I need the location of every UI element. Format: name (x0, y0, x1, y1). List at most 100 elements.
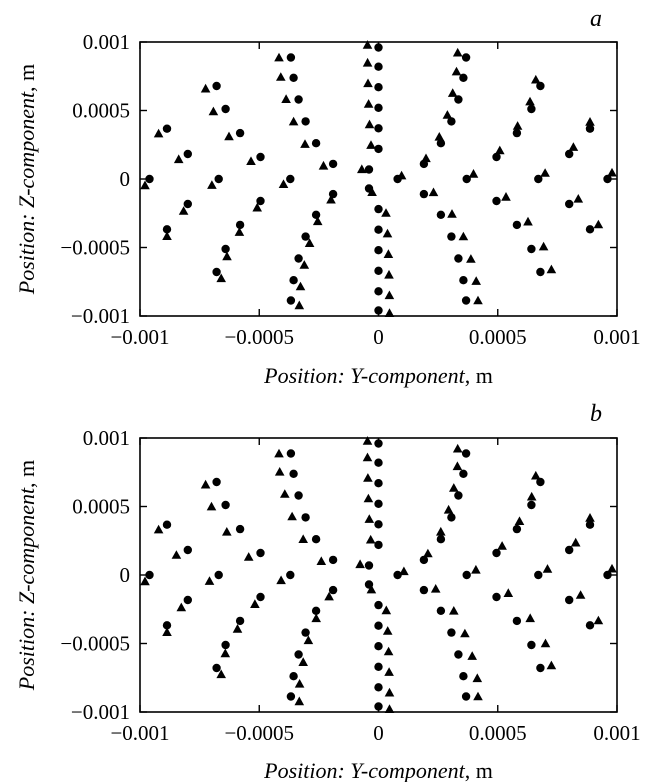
y-tick-label: 0.0005 (72, 495, 130, 519)
circle-point (459, 672, 468, 681)
triangle-point (246, 156, 256, 165)
circle-point (492, 592, 501, 602)
triangle-point (363, 493, 374, 503)
circle-point (286, 570, 295, 580)
circle-point (374, 124, 383, 133)
circle-point (462, 570, 471, 580)
scatter-points (140, 436, 617, 713)
circle-point (459, 276, 468, 285)
x-axis-label-text: Position: Y-component (263, 758, 466, 782)
x-tick-label: 0.0005 (469, 721, 527, 745)
triangle-point (298, 534, 308, 543)
circle-point (419, 555, 429, 565)
circle-point (374, 287, 383, 296)
triangle-point (458, 231, 469, 241)
triangle-point (443, 504, 454, 514)
circle-point (221, 500, 230, 510)
circle-point (289, 672, 298, 681)
circle-point (289, 73, 298, 83)
circle-point (459, 469, 468, 478)
triangle-point (222, 251, 232, 261)
circle-point (294, 95, 303, 104)
triangle-point (311, 613, 321, 623)
circle-point (221, 244, 230, 254)
circle-point (512, 524, 522, 534)
y-tick-label: 0.001 (83, 30, 130, 54)
triangle-point (153, 128, 164, 138)
x-tick-label: 0.0005 (469, 325, 527, 349)
circle-point (461, 692, 471, 701)
circle-point (311, 535, 321, 544)
triangle-point (512, 121, 523, 130)
circle-point (512, 128, 522, 138)
y-tick-label: 0 (120, 563, 131, 587)
triangle-point (384, 704, 395, 713)
circle-point (294, 650, 303, 659)
circle-point (374, 204, 383, 214)
circle-point (454, 95, 463, 104)
circle-point (536, 81, 545, 91)
circle-point (536, 267, 545, 277)
circle-point (183, 199, 192, 209)
circle-point (603, 174, 612, 184)
panel-b: b −0.001 −0.0005 0 0.0005 0.001 −0.001 −0.0005 0… (14, 401, 641, 782)
circle-point (534, 174, 543, 184)
triangle-point (593, 615, 604, 625)
triangle-point (220, 648, 231, 658)
triangle-point (540, 168, 550, 177)
circle-point (536, 477, 545, 487)
circle-point (235, 524, 245, 534)
circle-point (436, 535, 446, 544)
triangle-point (430, 584, 441, 593)
circle-point (301, 513, 310, 522)
triangle-point (382, 626, 393, 635)
scatter-points (140, 40, 617, 317)
circle-point (534, 570, 543, 580)
circle-point (603, 570, 612, 580)
triangle-point (281, 94, 291, 103)
circle-point (447, 513, 456, 522)
triangle-point (497, 541, 507, 550)
triangle-point (436, 526, 446, 536)
circle-point (436, 139, 446, 148)
circle-point (328, 585, 338, 595)
circle-point (374, 62, 383, 71)
x-tick-label: −0.0005 (224, 325, 294, 349)
triangle-point (472, 673, 483, 683)
triangle-point (363, 78, 373, 88)
triangle-point (204, 576, 215, 585)
triangle-point (326, 194, 336, 204)
circle-point (374, 499, 383, 508)
y-tick-label: −0.001 (71, 700, 130, 724)
circle-point (374, 103, 383, 113)
circle-point (183, 149, 192, 159)
triangle-point (207, 180, 217, 189)
triangle-point (503, 588, 514, 597)
triangle-point (460, 628, 470, 638)
x-tick-label: 0.001 (593, 325, 640, 349)
triangle-point (473, 295, 483, 305)
triangle-point (363, 473, 373, 482)
circle-point (256, 592, 265, 602)
circle-point (374, 621, 383, 630)
triangle-point (585, 513, 595, 522)
circle-point (256, 196, 265, 206)
triangle-point (468, 169, 479, 178)
circle-point (212, 267, 221, 277)
triangle-point (568, 142, 579, 151)
circle-point (374, 600, 383, 610)
circle-point (328, 159, 338, 169)
x-axis-label: Position: Y-component, m (263, 758, 493, 782)
triangle-point (540, 638, 551, 648)
triangle-point (525, 613, 535, 623)
circle-point (527, 104, 536, 114)
circle-point (212, 663, 221, 673)
triangle-point (423, 548, 433, 558)
triangle-point (224, 131, 234, 141)
circle-point (374, 246, 383, 255)
triangle-point (546, 660, 557, 670)
circle-point (286, 449, 296, 458)
y-tick-label: −0.0005 (60, 632, 130, 656)
triangle-point (452, 47, 463, 57)
circle-point (162, 225, 172, 234)
